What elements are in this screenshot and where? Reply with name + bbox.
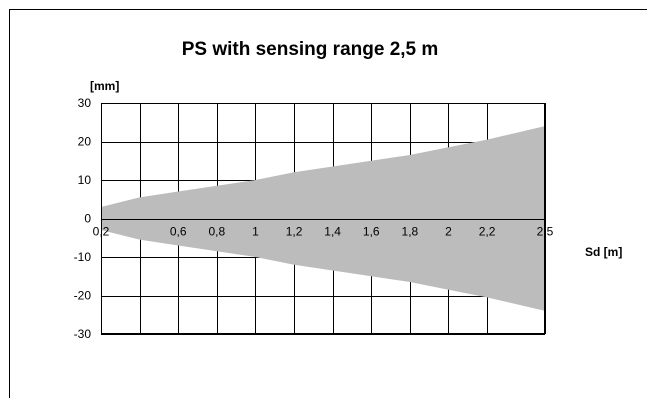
x-tick-label-7: 1,8: [402, 225, 419, 239]
plot-area: 30 20 10 0 -10 -20 -30 0,2 0,6 0,8 1 1,2 1,4 1,6 1,8 2 2…: [74, 96, 554, 341]
y-tick-label-2: 10: [78, 173, 92, 187]
x-axis-label: Sd [m]: [585, 245, 622, 259]
y-axis-label: [mm]: [90, 79, 119, 93]
sensing-area-band-0: [101, 126, 545, 311]
y-tick-label-0: 30: [78, 96, 92, 110]
y-tick-label-5: -20: [74, 289, 92, 303]
x-tick-label-3: 1: [252, 225, 259, 239]
y-tick-label-6: -30: [74, 327, 92, 341]
x-tick-label-6: 1,6: [363, 225, 380, 239]
y-tick-label-4: -10: [74, 250, 92, 264]
x-tick-label-2: 0,8: [208, 225, 225, 239]
chart-title: PS with sensing range 2,5 m: [182, 39, 439, 60]
x-tick-label-9: 2,2: [479, 225, 496, 239]
x-tick-label-1: 0,6: [170, 225, 187, 239]
x-tick-label-4: 1,2: [286, 225, 303, 239]
x-tick-label-8: 2: [445, 225, 452, 239]
plot-border: [101, 103, 545, 334]
y-tick-label-3: 0: [84, 212, 91, 226]
x-tick-label-10: 2,5: [537, 225, 554, 239]
y-tick-label-1: 20: [78, 135, 92, 149]
x-tick-label-5: 1,4: [324, 225, 341, 239]
x-tick-label-0: 0,2: [93, 225, 110, 239]
